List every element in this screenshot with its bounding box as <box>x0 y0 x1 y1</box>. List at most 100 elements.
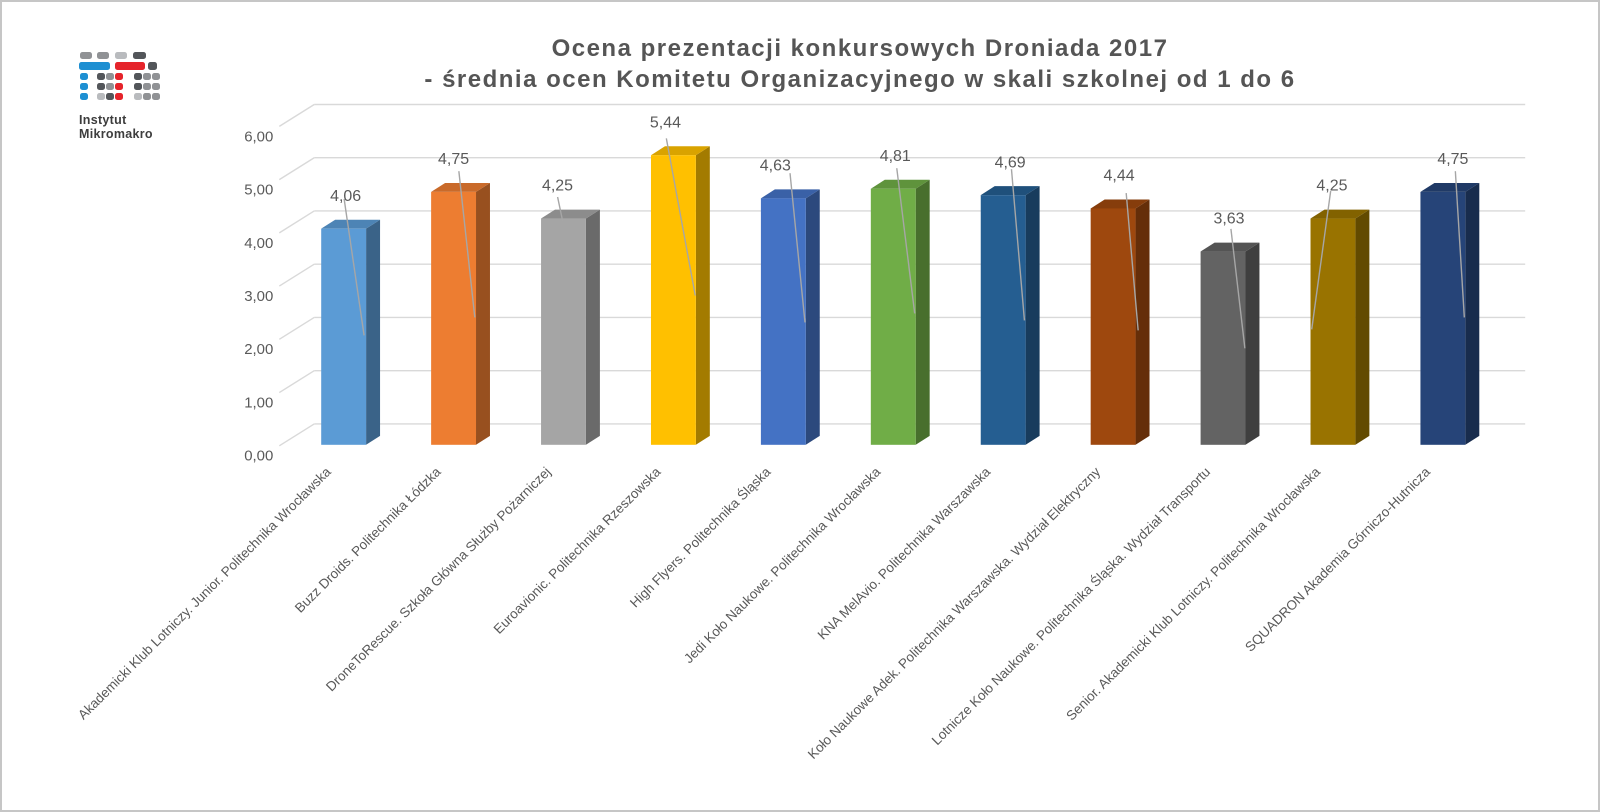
label-leader-line <box>665 138 696 296</box>
bar-front-face <box>980 195 1026 445</box>
gridline-connector <box>278 423 315 447</box>
bar-value-label: 4,25 <box>1316 178 1347 195</box>
y-tick-label: 4,00 <box>244 235 273 252</box>
chart-title-line2: - średnia ocen Komitetu Organizacyjnego … <box>424 66 1296 93</box>
bar-top-face <box>541 209 600 219</box>
bar-top-face <box>321 219 381 229</box>
bar-top-face <box>870 179 930 189</box>
logo-pixel <box>97 93 105 100</box>
y-tick-label: 0,00 <box>244 448 273 465</box>
bar-front-face <box>541 218 586 445</box>
logo-pixel <box>115 83 123 90</box>
bar-side-face <box>585 209 600 445</box>
bar-value-label: 4,06 <box>330 188 361 205</box>
bar-front-face <box>650 155 696 445</box>
bar-top-face <box>1310 209 1370 219</box>
bar-front-face <box>760 198 806 445</box>
label-leader-line <box>1230 228 1246 349</box>
bar-side-face <box>366 219 381 445</box>
gridline-connector <box>278 263 315 287</box>
bar-front-face <box>431 191 477 445</box>
logo-pixel <box>97 73 105 80</box>
bar-8 <box>1090 199 1150 445</box>
bar-4 <box>650 146 710 445</box>
logo-pixel <box>80 73 88 80</box>
x-category-label: Akademicki Klub Lotniczy. Junior. Polite… <box>75 464 334 723</box>
logo-pixel <box>97 52 109 59</box>
bar-value-label: 3,63 <box>1213 211 1244 228</box>
bar-side-face <box>1465 182 1480 445</box>
logo-pixel <box>80 52 92 59</box>
bar-top-face <box>1200 242 1260 252</box>
bar-front-face <box>1200 251 1246 445</box>
bar-value-label: 4,25 <box>542 178 573 195</box>
label-leader-line <box>1010 169 1026 321</box>
bar-side-face <box>695 146 710 445</box>
bar-side-face <box>476 182 490 445</box>
gridline-connector <box>278 103 315 127</box>
chart-title: Ocena prezentacji konkursowych Droniada … <box>118 33 1598 95</box>
logo-pixel <box>152 73 160 80</box>
label-leader-line <box>896 168 916 314</box>
gridline-connector <box>278 210 315 234</box>
logo-pixel <box>143 83 151 90</box>
logo-pixel <box>80 93 88 100</box>
mikromakro-logo-icon <box>79 52 160 100</box>
y-tick-label: 5,00 <box>244 182 273 199</box>
logo-pixel <box>79 62 110 70</box>
bar-top-face <box>650 146 710 156</box>
gridline-connector <box>278 370 315 394</box>
bar-5 <box>760 189 820 445</box>
logo-pixel <box>115 73 123 80</box>
logo-pixel <box>133 52 146 59</box>
logo-pixel <box>143 93 151 100</box>
gridline-connector <box>278 157 315 181</box>
bar-top-face <box>760 189 820 199</box>
y-tick-label: 1,00 <box>244 395 273 412</box>
y-tick-label: 3,00 <box>244 288 273 305</box>
logo-line1: Instytut <box>79 113 127 127</box>
bar-6 <box>870 179 930 445</box>
logo-pixel <box>106 83 114 90</box>
bar-value-label: 4,75 <box>438 151 469 168</box>
bar-2 <box>431 182 490 445</box>
gridline-connector <box>278 316 315 340</box>
bar-value-label: 4,81 <box>880 148 911 165</box>
logo-pixel <box>115 62 145 70</box>
bar-3 <box>541 209 600 445</box>
label-leader-line <box>1454 171 1466 318</box>
logo-pixel <box>80 83 88 90</box>
logo: Instytut Mikromakro <box>79 52 164 141</box>
bar-10 <box>1310 209 1370 445</box>
bar-side-face <box>1355 209 1370 445</box>
label-leader-line <box>1311 190 1332 330</box>
bar-value-label: 4,63 <box>760 157 791 174</box>
chart-title-line1: Ocena prezentacji konkursowych Droniada … <box>551 35 1169 62</box>
x-category-label: DroneToRescue. Szkoła Główna Służby Poża… <box>323 464 554 694</box>
bar-side-face <box>1025 186 1040 445</box>
y-tick-label: 6,00 <box>244 128 273 145</box>
x-category-label: Senior. Akademicki Klub Lotniczy. Polite… <box>1063 464 1323 724</box>
bar-side-face <box>1245 242 1260 445</box>
x-category-label: KNA MelAvio. Politechnika Warszawska <box>815 464 994 643</box>
logo-pixel <box>143 73 151 80</box>
logo-pixel <box>115 93 123 100</box>
logo-pixel <box>134 93 142 100</box>
bar-9 <box>1200 242 1260 445</box>
bar-front-face <box>1090 208 1136 445</box>
bar-front-face <box>870 188 916 445</box>
bar-value-label: 4,44 <box>1104 168 1135 185</box>
logo-pixel <box>152 93 160 100</box>
bar-front-face <box>1310 218 1356 445</box>
bar-top-face <box>1420 182 1480 192</box>
bar-top-face <box>1090 199 1150 209</box>
y-tick-label: 2,00 <box>244 341 273 358</box>
label-leader-line <box>343 198 365 336</box>
bar-top-face <box>980 186 1040 196</box>
logo-pixel <box>134 83 142 90</box>
bar-side-face <box>805 189 820 445</box>
logo-line2: Mikromakro <box>79 127 153 141</box>
x-category-label: Jedi Koło Naukowe. Politechnika Wrocławs… <box>681 464 884 666</box>
label-leader-line <box>789 173 806 323</box>
